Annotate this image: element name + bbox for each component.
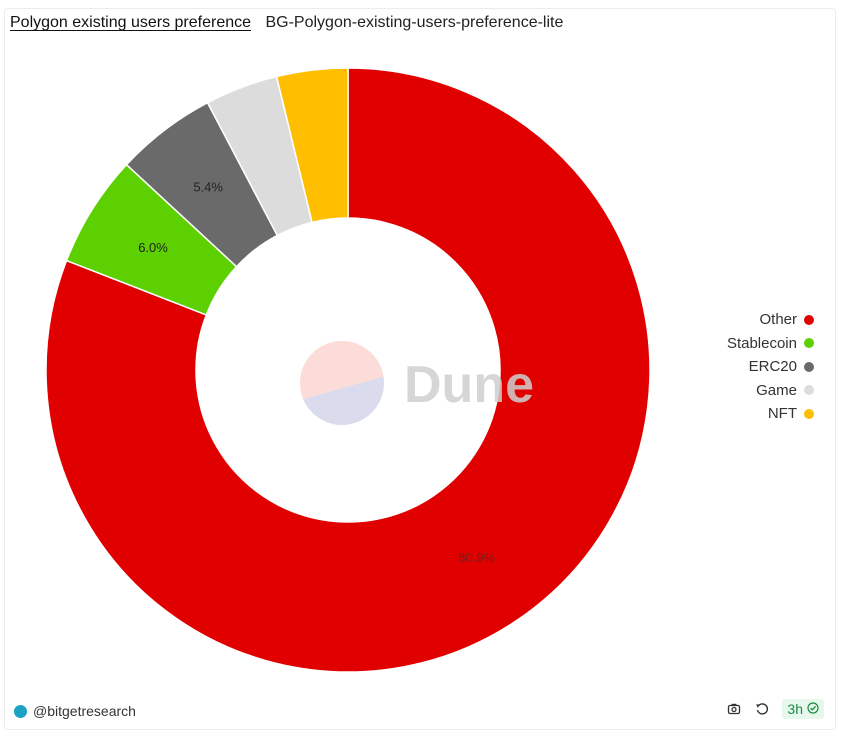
dune-watermark: Dune bbox=[404, 356, 534, 414]
legend-item-other[interactable]: Other bbox=[727, 308, 814, 332]
legend-swatch bbox=[804, 314, 814, 325]
legend-label: Stablecoin bbox=[726, 334, 797, 352]
camera-icon[interactable] bbox=[726, 701, 742, 717]
legend-item-game[interactable]: Game bbox=[727, 379, 814, 403]
author-credit[interactable]: @bitgetresearch bbox=[14, 703, 136, 719]
slice-nft[interactable] bbox=[275, 67, 349, 224]
legend-label: Game bbox=[756, 381, 797, 399]
chart-header: Polygon existing users preference BG-Pol… bbox=[10, 14, 563, 32]
legend-item-erc20[interactable]: ERC20 bbox=[727, 355, 814, 379]
legend-item-stablecoin[interactable]: Stablecoin bbox=[727, 332, 814, 356]
legend-swatch bbox=[804, 408, 814, 419]
check-circle-icon bbox=[807, 701, 819, 717]
chart-legend: Other Stablecoin ERC20 Game NFT bbox=[727, 308, 814, 426]
dune-logo-icon bbox=[300, 341, 384, 425]
legend-label: NFT bbox=[767, 405, 797, 423]
data-label-stablecoin: 6.0% bbox=[138, 240, 168, 255]
legend-swatch bbox=[804, 385, 814, 396]
refresh-age: 3h bbox=[787, 701, 803, 717]
legend-label: ERC20 bbox=[748, 358, 797, 376]
legend-swatch bbox=[804, 361, 814, 372]
author-avatar bbox=[14, 704, 27, 718]
refresh-status-badge[interactable]: 3h bbox=[782, 699, 824, 719]
data-label-erc20: 5.4% bbox=[193, 179, 223, 194]
author-handle[interactable]: @bitgetresearch bbox=[33, 703, 136, 719]
legend-item-nft[interactable]: NFT bbox=[727, 402, 814, 426]
legend-swatch bbox=[804, 338, 814, 349]
footer-actions: 3h bbox=[726, 699, 824, 719]
chart-title-link[interactable]: Polygon existing users preference bbox=[10, 14, 252, 31]
legend-label: Other bbox=[759, 311, 797, 329]
chart-subtitle: BG-Polygon-existing-users-preference-lit… bbox=[265, 14, 564, 31]
slice-other[interactable] bbox=[45, 67, 651, 673]
data-label-other: 80.9% bbox=[458, 550, 495, 565]
refresh-icon[interactable] bbox=[754, 701, 770, 717]
